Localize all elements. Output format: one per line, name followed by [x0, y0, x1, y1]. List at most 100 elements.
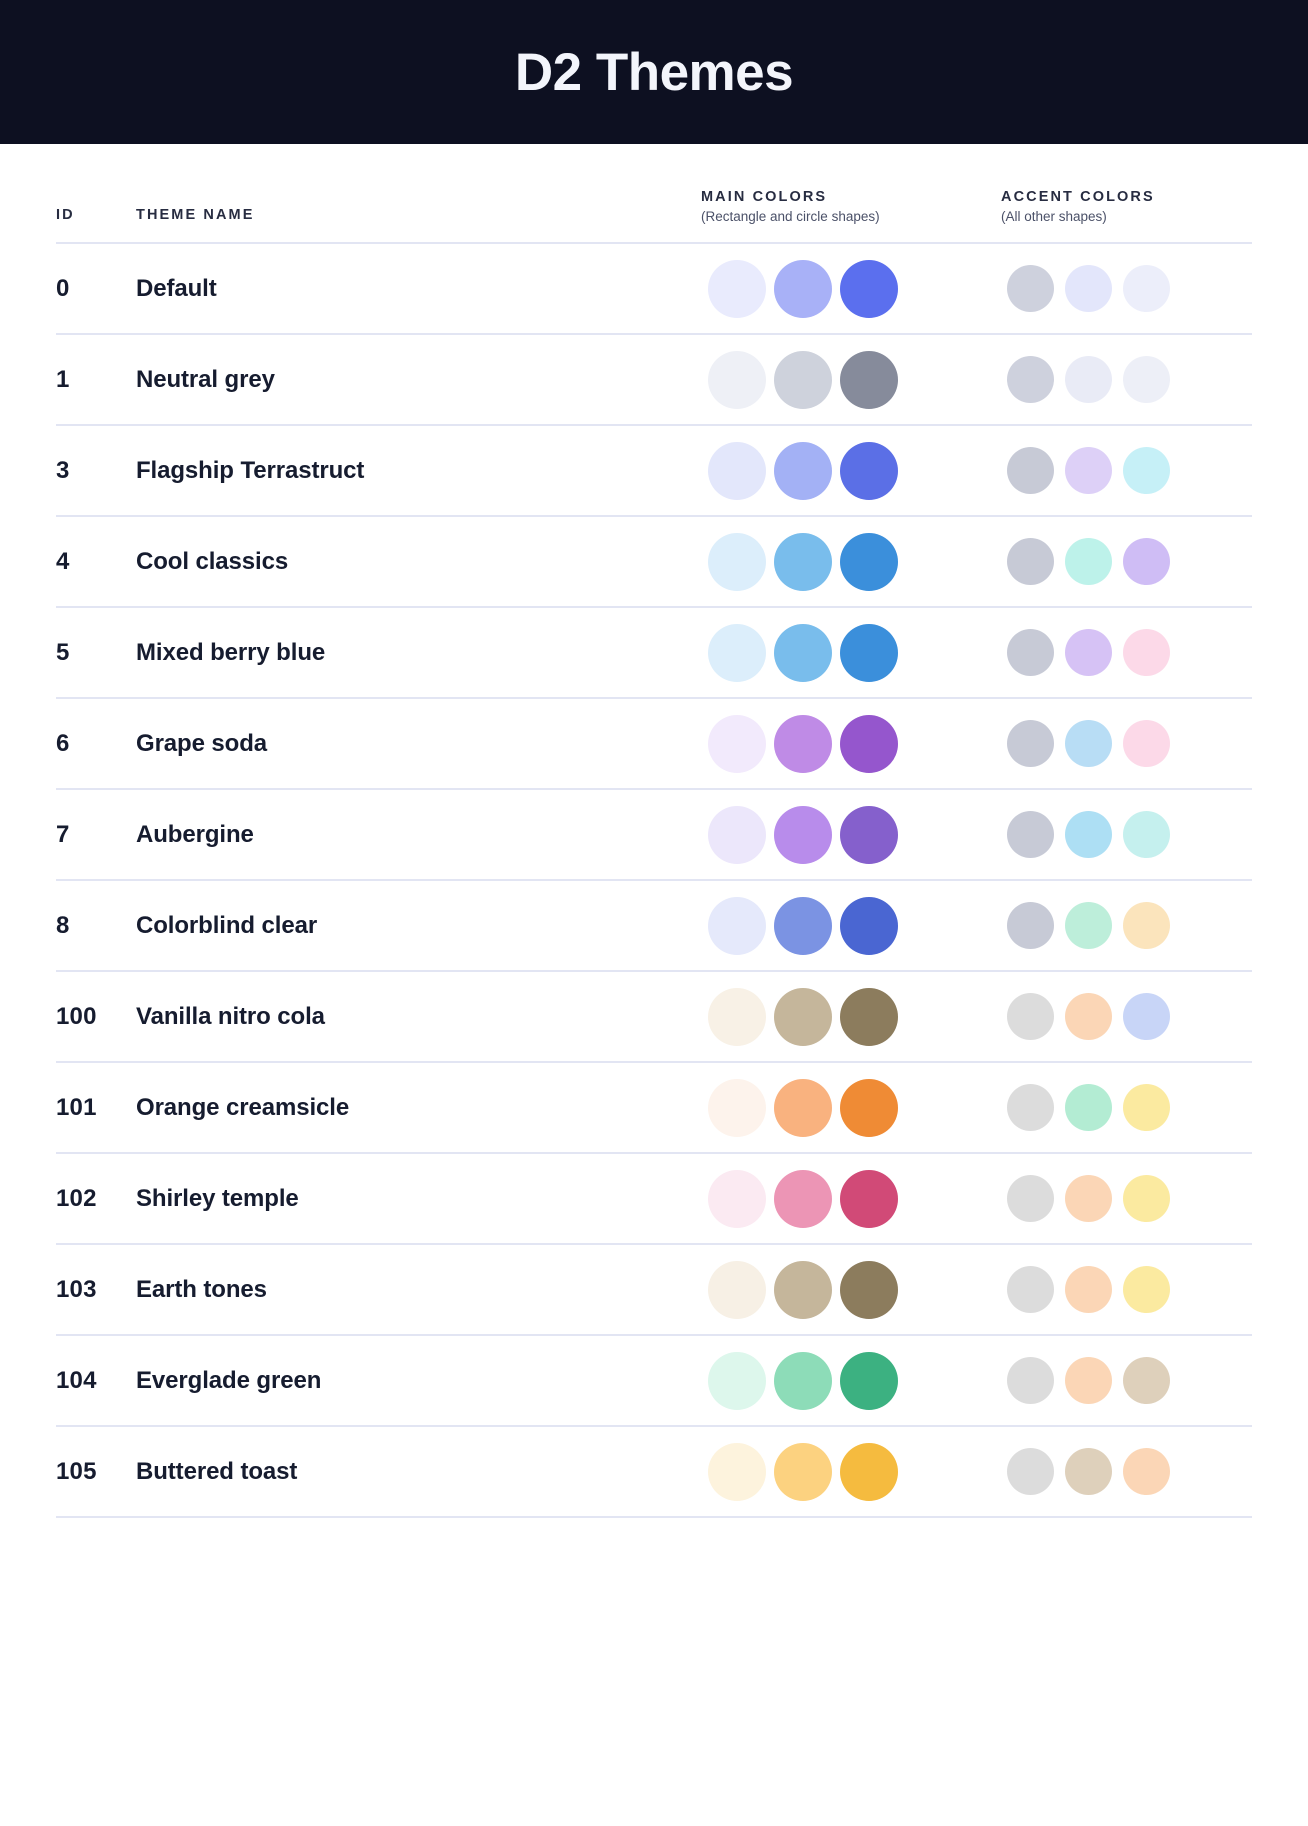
accent-color-swatch[interactable]: [1065, 1266, 1112, 1314]
accent-color-swatches: [1007, 1266, 1252, 1314]
main-color-swatch[interactable]: [774, 259, 832, 318]
accent-color-swatch[interactable]: [1007, 538, 1054, 586]
accent-color-swatch[interactable]: [1123, 902, 1170, 950]
table-row[interactable]: 104 Everglade green: [56, 1335, 1252, 1428]
table-row[interactable]: 7 Aubergine: [56, 789, 1252, 882]
main-color-swatch[interactable]: [774, 896, 832, 955]
main-color-swatch[interactable]: [774, 441, 832, 500]
accent-color-swatch[interactable]: [1123, 629, 1170, 677]
accent-color-swatch[interactable]: [1123, 1266, 1170, 1314]
main-color-swatch[interactable]: [774, 350, 832, 409]
accent-color-swatch[interactable]: [1123, 1357, 1170, 1405]
main-color-swatch[interactable]: [840, 805, 898, 864]
table-row[interactable]: 103 Earth tones: [56, 1244, 1252, 1337]
accent-color-swatch[interactable]: [1007, 902, 1054, 950]
accent-color-swatch[interactable]: [1065, 356, 1112, 404]
main-color-swatch[interactable]: [708, 532, 766, 591]
accent-color-swatch[interactable]: [1123, 1175, 1170, 1223]
accent-color-swatch[interactable]: [1123, 447, 1170, 495]
accent-color-swatch[interactable]: [1123, 356, 1170, 404]
accent-color-swatch[interactable]: [1123, 538, 1170, 586]
table-row[interactable]: 102 Shirley temple: [56, 1153, 1252, 1246]
main-color-swatch[interactable]: [840, 1078, 898, 1137]
main-color-swatch[interactable]: [708, 441, 766, 500]
accent-color-swatch[interactable]: [1007, 1357, 1054, 1405]
accent-color-swatch[interactable]: [1123, 993, 1170, 1041]
main-color-swatch[interactable]: [708, 714, 766, 773]
table-row[interactable]: 100 Vanilla nitro cola: [56, 971, 1252, 1064]
accent-color-swatch[interactable]: [1065, 993, 1112, 1041]
main-color-swatch[interactable]: [708, 987, 766, 1046]
main-color-swatch[interactable]: [840, 1442, 898, 1501]
table-row[interactable]: 0 Default: [56, 243, 1252, 336]
accent-color-swatch[interactable]: [1007, 811, 1054, 859]
main-color-swatch[interactable]: [708, 259, 766, 318]
main-color-swatch[interactable]: [774, 1078, 832, 1137]
main-color-swatch[interactable]: [774, 623, 832, 682]
accent-color-swatch[interactable]: [1065, 1175, 1112, 1223]
accent-color-swatch[interactable]: [1007, 1266, 1054, 1314]
main-color-swatch[interactable]: [774, 714, 832, 773]
table-row[interactable]: 6 Grape soda: [56, 698, 1252, 791]
main-color-swatch[interactable]: [708, 1351, 766, 1410]
accent-color-swatch[interactable]: [1007, 993, 1054, 1041]
accent-color-swatch[interactable]: [1123, 265, 1170, 313]
main-color-swatch[interactable]: [840, 259, 898, 318]
table-row[interactable]: 101 Orange creamsicle: [56, 1062, 1252, 1155]
table-row[interactable]: 8 Colorblind clear: [56, 880, 1252, 973]
table-row[interactable]: 1 Neutral grey: [56, 334, 1252, 427]
main-color-swatch[interactable]: [840, 441, 898, 500]
accent-color-swatch[interactable]: [1007, 1084, 1054, 1132]
accent-color-swatch[interactable]: [1065, 902, 1112, 950]
accent-color-swatch[interactable]: [1065, 720, 1112, 768]
accent-color-swatch[interactable]: [1007, 1175, 1054, 1223]
main-color-swatch[interactable]: [840, 896, 898, 955]
main-color-swatch[interactable]: [840, 623, 898, 682]
main-color-swatch[interactable]: [840, 350, 898, 409]
accent-color-swatch[interactable]: [1123, 720, 1170, 768]
accent-color-swatch[interactable]: [1007, 720, 1054, 768]
main-color-swatch[interactable]: [708, 623, 766, 682]
accent-color-swatch[interactable]: [1123, 1084, 1170, 1132]
accent-color-swatch[interactable]: [1007, 265, 1054, 313]
main-color-swatch[interactable]: [774, 805, 832, 864]
accent-color-swatch[interactable]: [1123, 1448, 1170, 1496]
main-color-swatch[interactable]: [774, 1442, 832, 1501]
table-row[interactable]: 3 Flagship Terrastruct: [56, 425, 1252, 518]
accent-color-swatch[interactable]: [1007, 447, 1054, 495]
accent-color-swatch[interactable]: [1065, 1084, 1112, 1132]
accent-color-swatch[interactable]: [1007, 629, 1054, 677]
accent-color-swatch[interactable]: [1065, 1448, 1112, 1496]
main-color-swatch[interactable]: [774, 1169, 832, 1228]
main-color-swatch[interactable]: [774, 1260, 832, 1319]
main-color-swatch[interactable]: [840, 987, 898, 1046]
accent-color-swatch[interactable]: [1007, 1448, 1054, 1496]
main-color-swatch[interactable]: [774, 987, 832, 1046]
main-color-swatch[interactable]: [774, 532, 832, 591]
main-color-swatch[interactable]: [840, 532, 898, 591]
main-color-swatch[interactable]: [708, 896, 766, 955]
accent-color-swatch[interactable]: [1065, 265, 1112, 313]
main-color-swatch[interactable]: [708, 1260, 766, 1319]
accent-color-swatch[interactable]: [1007, 356, 1054, 404]
main-color-swatch[interactable]: [840, 1260, 898, 1319]
main-color-swatch[interactable]: [708, 350, 766, 409]
main-color-swatches: [708, 623, 1001, 682]
main-color-swatch[interactable]: [708, 1169, 766, 1228]
accent-color-swatch[interactable]: [1065, 629, 1112, 677]
main-color-swatch[interactable]: [840, 1169, 898, 1228]
accent-color-swatch[interactable]: [1123, 811, 1170, 859]
main-color-swatch[interactable]: [708, 1078, 766, 1137]
accent-color-swatch[interactable]: [1065, 1357, 1112, 1405]
accent-color-swatch[interactable]: [1065, 538, 1112, 586]
accent-color-swatch[interactable]: [1065, 447, 1112, 495]
main-color-swatch[interactable]: [708, 1442, 766, 1501]
table-row[interactable]: 4 Cool classics: [56, 516, 1252, 609]
accent-color-swatch[interactable]: [1065, 811, 1112, 859]
table-row[interactable]: 5 Mixed berry blue: [56, 607, 1252, 700]
main-color-swatch[interactable]: [774, 1351, 832, 1410]
main-color-swatch[interactable]: [708, 805, 766, 864]
main-color-swatch[interactable]: [840, 714, 898, 773]
main-color-swatch[interactable]: [840, 1351, 898, 1410]
table-row[interactable]: 105 Buttered toast: [56, 1426, 1252, 1519]
